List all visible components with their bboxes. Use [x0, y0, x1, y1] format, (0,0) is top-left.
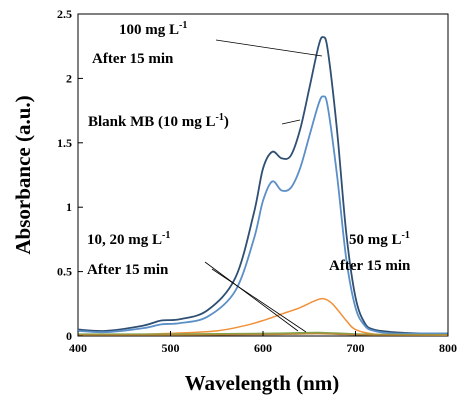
y-tick-label-2.5: 2.5 [57, 7, 72, 21]
annotation-10-20mg-time: After 15 min [87, 262, 169, 278]
series-curves [77, 36, 449, 336]
x-tick-label-600: 600 [254, 341, 272, 355]
annotation-50mg-time: After 15 min [329, 258, 411, 274]
x-tick-label-700: 700 [347, 341, 365, 355]
x-tick-label-400: 400 [69, 341, 87, 355]
y-tick-label-2: 2 [66, 71, 72, 85]
y-tick-label-0: 0 [66, 329, 72, 343]
series-line-2 [77, 95, 448, 335]
x-axis-title: Wavelength (nm) [185, 371, 340, 395]
series-line-1 [77, 36, 449, 335]
annotation-100mg: 100 mg L-1 [119, 20, 187, 38]
annotation-100mg-time: After 15 min [92, 51, 174, 67]
annotation-50mg: 50 mg L-1 [349, 230, 410, 248]
y-tick-label-1.5: 1.5 [57, 136, 72, 150]
y-tick-label-0.5: 0.5 [57, 265, 72, 279]
annotation-10-20mg: 10, 20 mg L-1 [87, 230, 170, 248]
annotation-blank: Blank MB (10 mg L-1) [88, 112, 229, 130]
x-tick-label-800: 800 [439, 341, 457, 355]
pointer-100mg [215, 39, 323, 57]
pointer-blank [281, 119, 301, 125]
y-tick-label-1: 1 [66, 200, 72, 214]
y-axis-title: Absorbance (a.u.) [11, 95, 35, 254]
axis-ticks: 400 500 600 700 800 0 0.5 1 1.5 2 2.5 [57, 7, 457, 355]
pointer-10mg [204, 261, 299, 332]
pointer-20mg [211, 268, 307, 333]
x-tick-label-500: 500 [162, 341, 180, 355]
series-line-3 [77, 297, 449, 336]
